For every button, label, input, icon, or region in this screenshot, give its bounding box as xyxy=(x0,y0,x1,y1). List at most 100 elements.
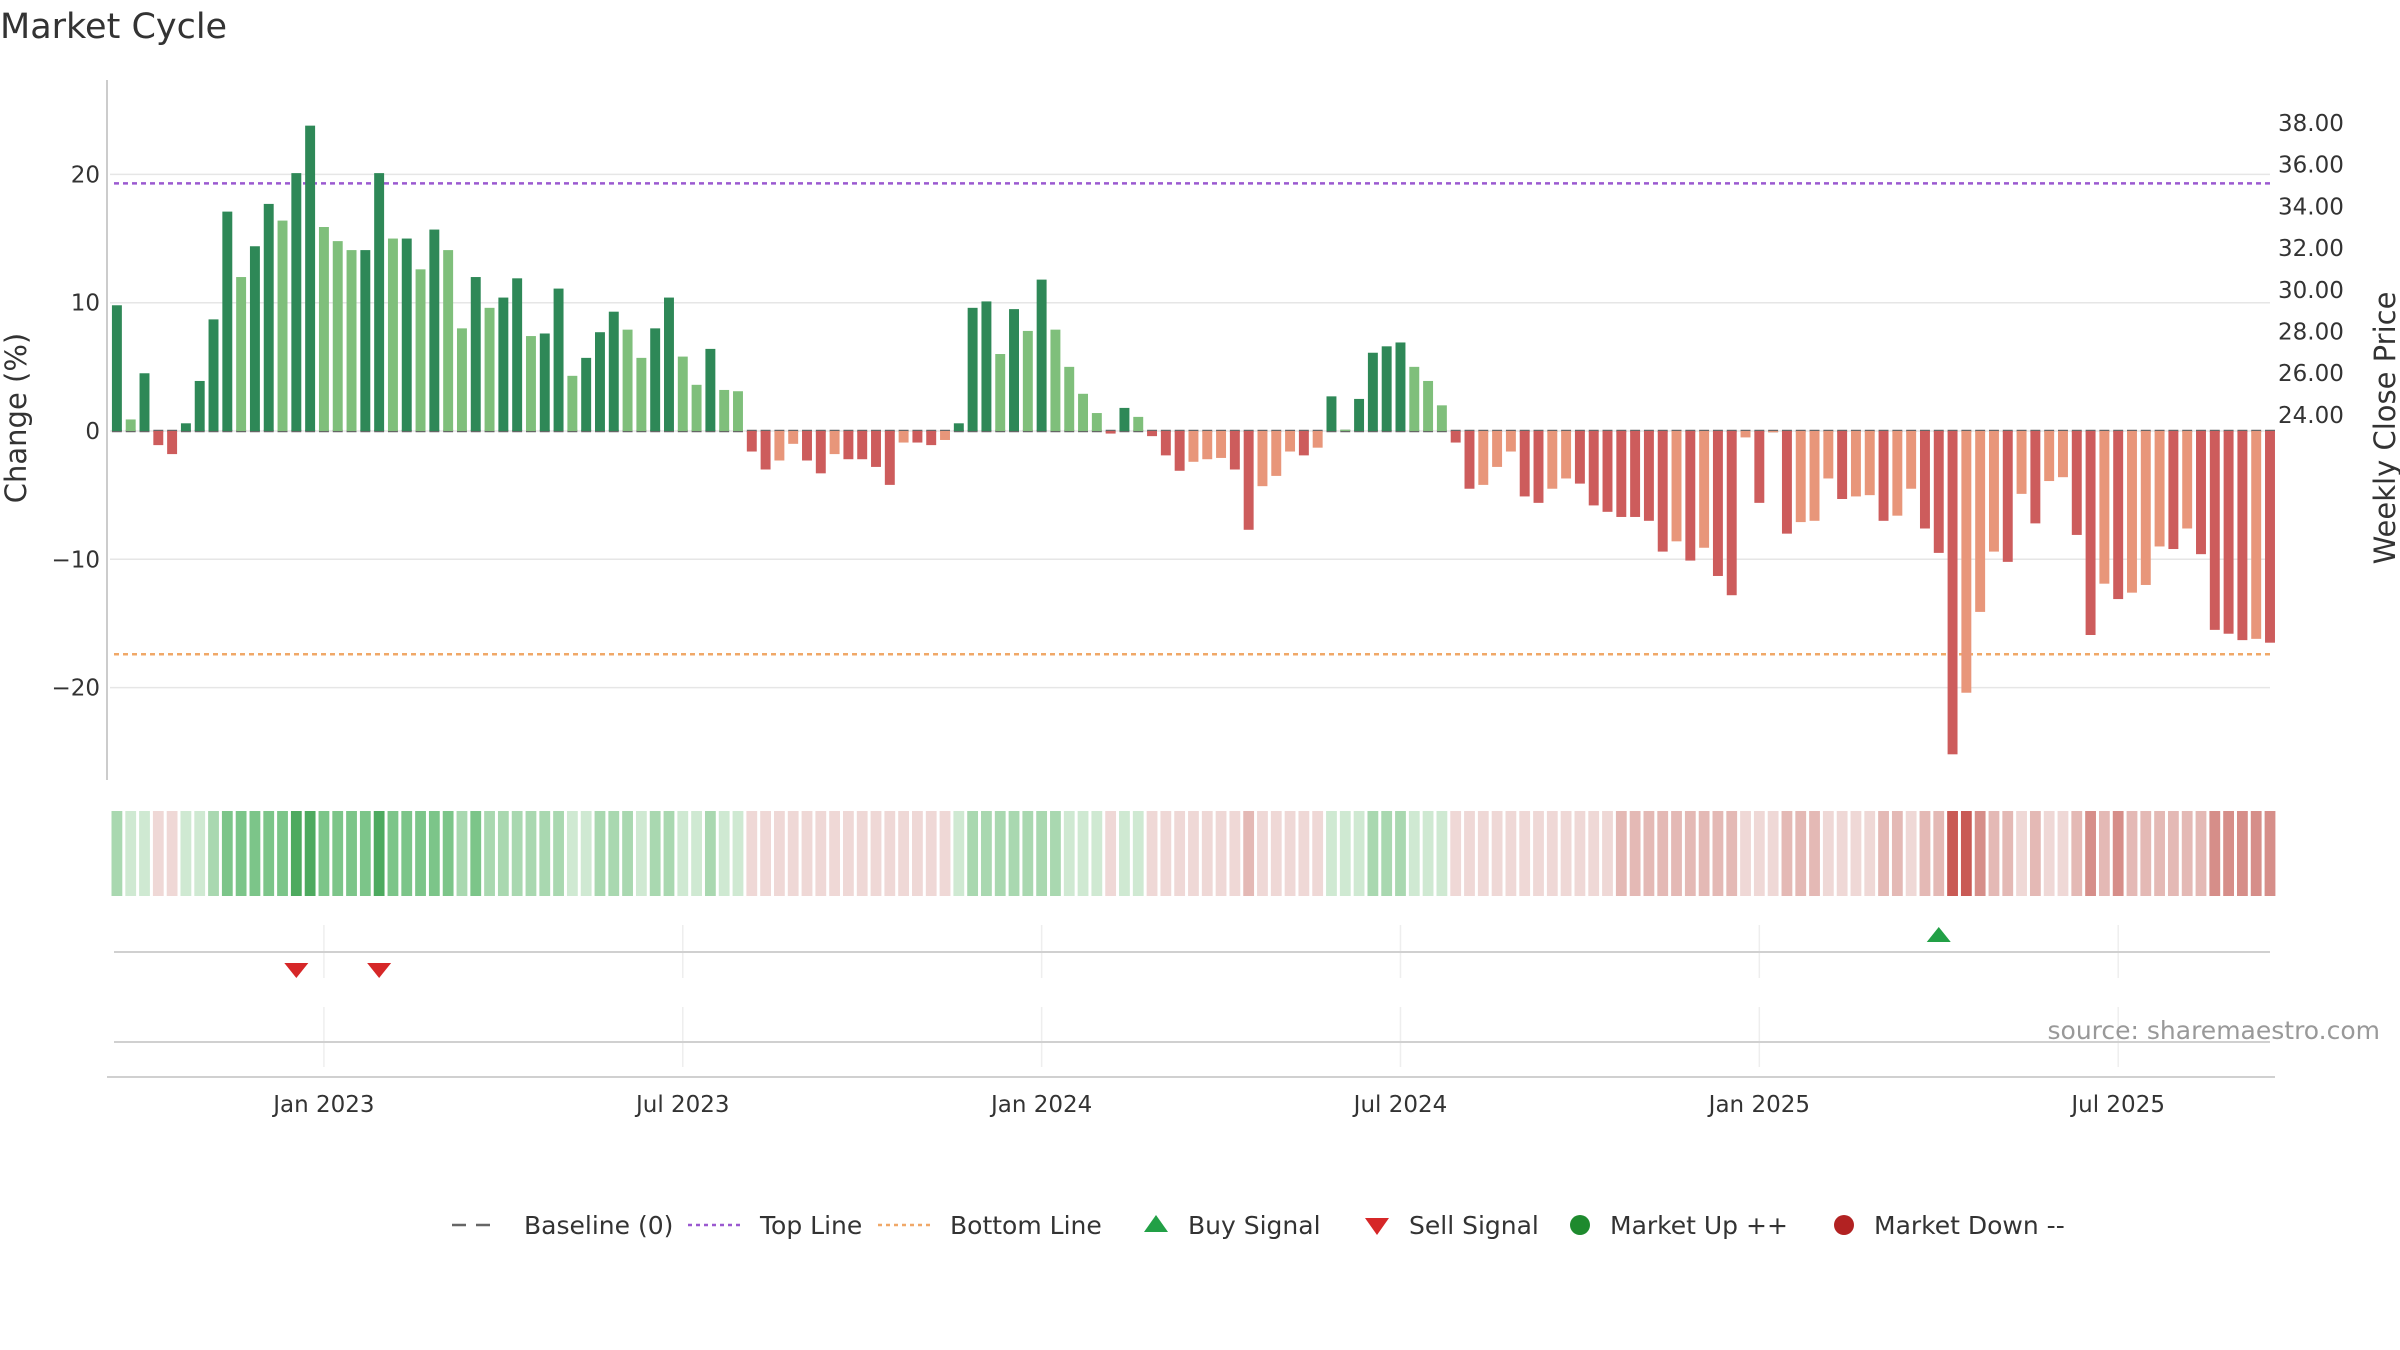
legend-item-sell: Sell Signal xyxy=(1365,1211,1539,1240)
x-tick-label: Jul 2025 xyxy=(2069,1092,2165,1118)
change-bar xyxy=(374,173,385,431)
change-bar xyxy=(815,431,826,474)
change-bar xyxy=(884,431,895,485)
heat-cell xyxy=(1574,811,1586,896)
change-bar xyxy=(539,333,550,431)
heat-cell xyxy=(139,811,150,896)
heat-cell xyxy=(608,811,620,896)
buy-signal-marker xyxy=(1926,927,1951,942)
change-bar xyxy=(1036,279,1047,431)
change-bar xyxy=(733,391,743,431)
heat-cell xyxy=(1008,811,1020,896)
heat-cell xyxy=(525,811,537,896)
heat-cell xyxy=(1809,811,1820,896)
legend-label: Market Down -- xyxy=(1874,1211,2065,1240)
change-bar xyxy=(1119,407,1130,431)
heat-cell xyxy=(1643,811,1655,896)
change-bar xyxy=(1961,431,1972,693)
heat-cell xyxy=(208,811,219,896)
change-bar xyxy=(2237,431,2248,641)
heat-cell xyxy=(2250,811,2262,896)
change-bar xyxy=(581,357,592,431)
y-axis-title: Change (%) xyxy=(0,333,33,503)
change-bar xyxy=(1367,352,1378,431)
legend-label: Bottom Line xyxy=(950,1211,1102,1240)
heat-cell xyxy=(1795,811,1807,896)
change-bar xyxy=(153,431,164,446)
y2-tick-label: 32.00 xyxy=(2278,236,2344,262)
heat-cell xyxy=(470,811,482,896)
y2-tick-label: 26.00 xyxy=(2278,361,2344,387)
legend-item-topline: Top Line xyxy=(688,1211,862,1240)
heat-cell xyxy=(2071,811,2083,896)
x-tick-label: Jul 2024 xyxy=(1352,1092,1448,1118)
heat-cell xyxy=(1326,811,1337,896)
heat-cell xyxy=(1022,811,1034,896)
change-bar xyxy=(1340,429,1351,431)
heat-cell xyxy=(539,811,551,896)
change-bar xyxy=(1781,431,1792,534)
change-bar xyxy=(1630,431,1641,517)
change-bar xyxy=(1616,431,1627,517)
change-bar xyxy=(456,328,467,431)
change-bar xyxy=(2154,431,2165,547)
change-bar xyxy=(636,357,647,431)
change-bar xyxy=(2265,431,2275,643)
heat-cell xyxy=(1712,811,1724,896)
heat-cell xyxy=(732,811,744,896)
change-bar xyxy=(2044,431,2055,482)
change-bar xyxy=(1850,431,1861,497)
heat-cell xyxy=(318,811,330,896)
change-bar xyxy=(1050,329,1061,431)
change-bar xyxy=(167,431,178,455)
y2-tick-label: 24.00 xyxy=(2278,403,2344,429)
change-bar xyxy=(691,384,702,431)
change-bar xyxy=(898,431,909,443)
heat-cell xyxy=(1339,811,1351,896)
heat-cell xyxy=(829,811,841,896)
change-bar xyxy=(2168,431,2179,550)
change-bar xyxy=(1933,431,1944,553)
change-bar xyxy=(2127,431,2137,593)
change-bar xyxy=(1202,431,1213,460)
y-tick-label: −20 xyxy=(51,676,100,702)
heat-cell xyxy=(953,811,965,896)
change-bar xyxy=(1229,431,1240,470)
heat-cell xyxy=(994,811,1006,896)
change-bar xyxy=(829,431,840,455)
change-bar xyxy=(1298,431,1309,456)
heat-cell xyxy=(1629,811,1641,896)
heat-cell xyxy=(1132,811,1144,896)
legend-swatch xyxy=(1834,1215,1854,1235)
legend-item-up: Market Up ++ xyxy=(1570,1211,1788,1240)
change-bar xyxy=(1009,309,1019,431)
heat-cell xyxy=(1947,811,1958,896)
heat-cell xyxy=(1270,811,1282,896)
change-bar xyxy=(1064,366,1075,431)
change-bar xyxy=(1657,431,1668,552)
heat-cell xyxy=(373,811,385,896)
change-bar xyxy=(2223,431,2234,634)
change-bar xyxy=(1174,431,1185,471)
y2-tick-label: 34.00 xyxy=(2278,194,2344,220)
heat-cell xyxy=(635,811,647,896)
change-bar xyxy=(1105,431,1116,434)
y2-tick-label: 38.00 xyxy=(2278,111,2344,137)
heat-cell xyxy=(1381,811,1393,896)
change-bar xyxy=(719,389,730,431)
change-bar xyxy=(1312,431,1323,448)
change-bar xyxy=(788,431,799,444)
y-tick-label: 10 xyxy=(71,291,100,317)
change-bar xyxy=(111,305,122,431)
heat-cell xyxy=(1077,811,1089,896)
heat-cell xyxy=(1878,811,1889,896)
change-bar xyxy=(857,431,868,460)
heat-cell xyxy=(1091,811,1103,896)
change-bar xyxy=(401,238,412,431)
legend-label: Market Up ++ xyxy=(1610,1211,1788,1240)
change-bar xyxy=(1740,431,1751,438)
heat-cell xyxy=(1422,811,1434,896)
heat-cell xyxy=(843,811,854,896)
heat-cell xyxy=(718,811,730,896)
